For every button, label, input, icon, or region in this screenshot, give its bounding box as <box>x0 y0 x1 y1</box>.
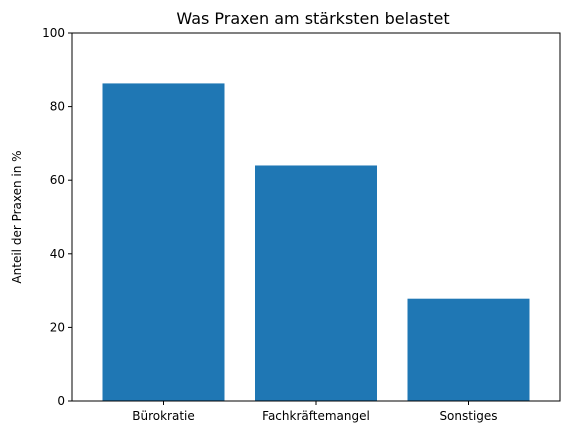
x-tick-label: Sonstiges <box>439 409 497 423</box>
chart-title: Was Praxen am stärksten belastet <box>176 9 449 28</box>
x-tick-label: Bürokratie <box>132 409 195 423</box>
y-tick-label: 40 <box>50 247 65 261</box>
x-tick-label: Fachkräftemangel <box>262 409 370 423</box>
bar-sonstiges <box>407 298 530 401</box>
y-axis-label: Anteil der Praxen in % <box>10 150 24 283</box>
axes-layer: 0 20 40 60 80 100 Bürokratie Fachkräftemangel So… <box>42 26 561 423</box>
bar-fachkräftemangel <box>255 165 377 401</box>
y-tick-label: 60 <box>50 173 65 187</box>
y-tick-label: 20 <box>50 320 65 334</box>
y-tick-label: 100 <box>42 26 65 40</box>
y-tick-label: 80 <box>50 100 65 114</box>
bars-layer <box>102 83 530 401</box>
bar-bürokratie <box>102 83 225 401</box>
y-tick-label: 0 <box>57 394 65 408</box>
